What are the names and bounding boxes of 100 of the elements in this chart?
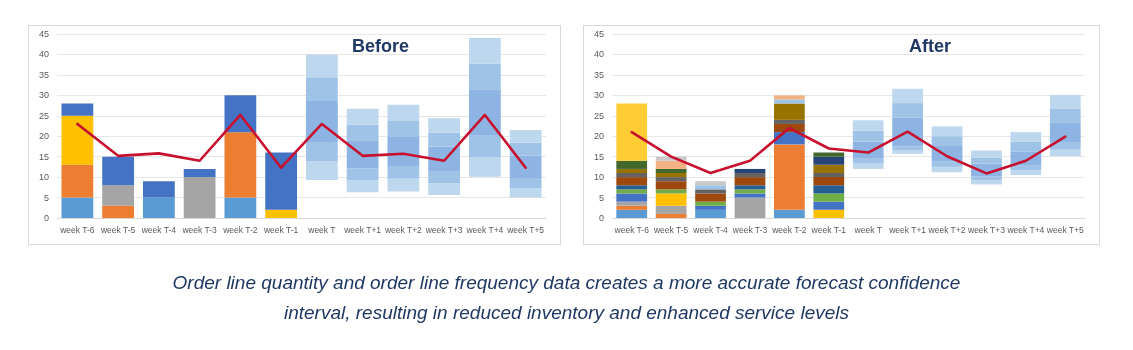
bar <box>346 108 379 125</box>
bar <box>61 197 94 218</box>
x-tick-label: week T-2 <box>771 224 807 235</box>
bar <box>616 205 648 210</box>
x-tick-label: week T-4 <box>692 224 728 235</box>
bar <box>102 205 135 218</box>
bar <box>1010 170 1042 176</box>
bar <box>695 189 726 194</box>
bar <box>695 185 726 190</box>
bar <box>892 150 923 154</box>
bar <box>142 197 175 218</box>
bar <box>468 63 501 90</box>
bar <box>734 173 766 178</box>
bar <box>695 193 726 202</box>
chart-title: After <box>909 36 952 56</box>
bar <box>852 120 884 131</box>
bar <box>655 213 687 218</box>
bar <box>616 185 648 190</box>
y-tick-label: 40 <box>593 49 604 60</box>
bar <box>813 201 845 210</box>
bar <box>183 177 216 218</box>
x-tick-label: week T-2 <box>222 224 258 235</box>
bar <box>616 193 648 202</box>
bar <box>102 185 135 206</box>
y-tick-label: 5 <box>598 192 604 203</box>
line-series <box>76 113 527 170</box>
bar <box>428 132 461 147</box>
bar <box>387 121 420 138</box>
x-tick-label: week T-1 <box>262 224 299 235</box>
bar <box>695 205 726 210</box>
bar <box>305 54 338 78</box>
x-tick-label: week T-4 <box>140 224 177 235</box>
text: Order line quantity and order line frequency data creates a more accurate forecast confidence interval, resulting in reduced inventory and enhanced service levels <box>171 271 962 325</box>
y-tick-label: 0 <box>598 213 604 223</box>
y-tick-label: 35 <box>38 69 49 80</box>
bar <box>346 124 379 141</box>
bar <box>774 95 805 100</box>
y-tick-label: 35 <box>593 69 604 80</box>
bar <box>774 99 805 104</box>
x-tick-label: week T-5 <box>99 224 136 235</box>
bar <box>734 197 766 218</box>
bar <box>305 142 338 162</box>
bar <box>655 189 687 194</box>
x-tick-label: week T-1 <box>810 224 847 235</box>
bar <box>655 181 687 190</box>
x-tick-label: week T+2 <box>383 224 423 235</box>
bar <box>1049 94 1081 109</box>
bar <box>224 95 257 133</box>
y-tick-label: 20 <box>593 131 604 142</box>
x-tick-label: week T+1 <box>343 224 382 235</box>
bar <box>892 146 923 151</box>
bar <box>813 152 845 157</box>
bar <box>971 157 1002 164</box>
x-tick-label: week T+4 <box>465 224 504 235</box>
bar <box>813 156 845 165</box>
bar <box>813 173 845 178</box>
y-tick-label: 10 <box>593 172 604 183</box>
bar <box>852 163 884 169</box>
bar <box>813 164 845 174</box>
x-tick-label: week T <box>853 224 882 235</box>
bar <box>734 185 766 190</box>
y-tick-label: 25 <box>38 110 49 121</box>
bar <box>1010 132 1042 142</box>
bar <box>892 88 923 104</box>
x-tick-label: week T-3 <box>731 224 768 235</box>
bar <box>509 155 542 178</box>
bar <box>509 130 542 143</box>
bar <box>616 209 648 218</box>
x-tick-label: week T-6 <box>59 224 95 235</box>
bar <box>655 177 687 182</box>
bar <box>346 168 379 181</box>
bar <box>428 171 461 184</box>
y-tick-label: 20 <box>38 131 49 142</box>
bar <box>892 103 923 118</box>
bar <box>509 177 542 189</box>
bar <box>655 160 687 169</box>
bar <box>142 181 175 198</box>
bar <box>61 115 94 165</box>
x-tick-label: week T <box>307 224 336 235</box>
bar <box>695 181 726 186</box>
bar <box>616 103 648 161</box>
bar <box>931 136 963 147</box>
bar <box>813 177 845 186</box>
bar <box>1049 122 1081 143</box>
bar <box>428 183 461 196</box>
x-tick-label: week T+3 <box>424 224 463 235</box>
bar <box>655 173 687 178</box>
bar <box>1049 149 1081 157</box>
bar <box>224 197 257 218</box>
bar <box>616 201 648 206</box>
bar <box>305 161 338 180</box>
bar <box>346 180 379 193</box>
bar <box>1049 142 1081 150</box>
bar <box>971 176 1002 180</box>
y-tick-label: 40 <box>38 49 49 60</box>
bar <box>616 160 648 169</box>
x-tick-label: week T+1 <box>888 224 927 235</box>
bar <box>734 168 766 174</box>
bar <box>774 209 805 218</box>
bar <box>468 38 501 64</box>
